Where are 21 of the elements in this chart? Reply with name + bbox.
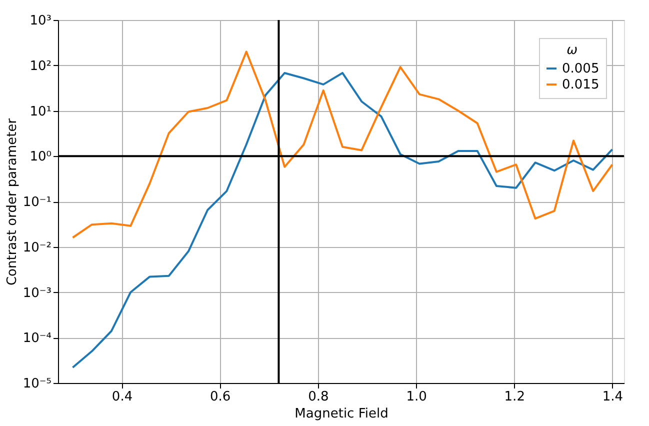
y-tick-label: 10⁻⁵ <box>22 376 52 392</box>
y-tick-label: 10⁻² <box>22 240 52 256</box>
legend-title: ω <box>566 43 578 58</box>
y-tick-label: 10⁻³ <box>22 286 52 301</box>
x-tick-label: 0.4 <box>112 390 133 404</box>
x-tick-label: 0.6 <box>210 390 231 404</box>
y-tick-label: 10¹ <box>30 104 52 120</box>
legend-label: 0.005 <box>562 62 600 76</box>
y-tick-label: 10³ <box>30 14 52 28</box>
x-tick-label: 1.0 <box>406 390 427 404</box>
line-series <box>72 72 614 368</box>
y-axis-title: Contrast order parameter <box>4 118 20 286</box>
y-tick-label: 10⁻⁴ <box>22 331 52 346</box>
y-tick-label: 10⁻¹ <box>22 195 52 210</box>
legend-label: 0.015 <box>562 78 600 92</box>
y-tick-label: 10² <box>30 58 52 74</box>
x-tick-label: 0.8 <box>308 390 329 404</box>
x-tick-label: 1.4 <box>602 390 624 404</box>
y-tick-label: 10⁰ <box>30 150 52 165</box>
x-axis-title: Magnetic Field <box>294 406 388 422</box>
x-tick-label: 1.2 <box>504 390 525 404</box>
